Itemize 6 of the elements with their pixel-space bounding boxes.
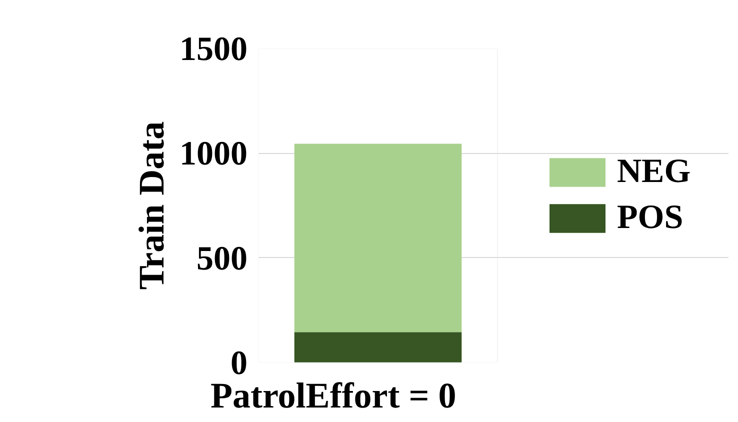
y-tick-label: 500 xyxy=(196,240,248,278)
legend-label: POS xyxy=(617,199,684,237)
legend-label: NEG xyxy=(617,153,691,191)
y-tick-label: 1000 xyxy=(180,136,248,173)
y-tick-label: 1500 xyxy=(180,31,248,68)
y-axis-title: Train Data xyxy=(132,121,172,290)
